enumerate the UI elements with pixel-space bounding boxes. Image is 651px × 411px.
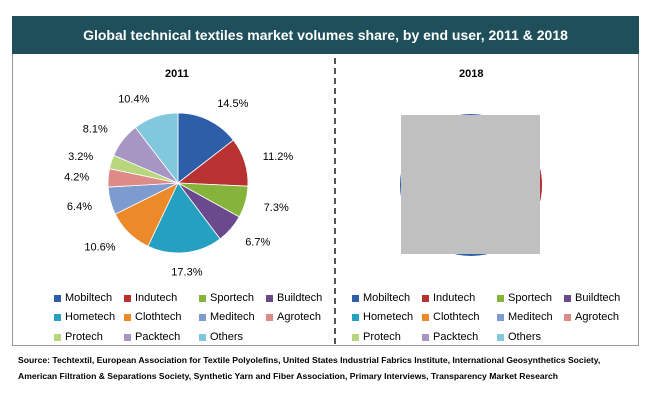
legend-swatch	[497, 333, 504, 341]
legend-swatch	[352, 313, 359, 321]
legend-swatch	[124, 333, 131, 341]
data-label-packtech: 8.1%	[83, 123, 108, 135]
legend-swatch	[352, 294, 359, 302]
data-label-buildtech: 6.7%	[245, 236, 270, 248]
legend-swatch	[54, 313, 61, 321]
legend-item-mobiltech: Mobiltech	[352, 292, 410, 304]
legend-item-packtech: Packtech	[124, 331, 180, 343]
data-label-indutech: 11.2%	[263, 151, 294, 163]
legend-swatch	[422, 313, 429, 321]
legend-label: Sportech	[508, 292, 553, 304]
legend-swatch	[54, 294, 61, 302]
legend-item-agrotech: Agrotech	[564, 311, 619, 323]
legend-item-indutech: Indutech	[124, 292, 177, 304]
legend-item-clothtech: Clothtech	[422, 311, 479, 323]
legend-label: Hometech	[363, 311, 414, 323]
legend-swatch	[422, 294, 429, 302]
legend-swatch	[199, 333, 206, 341]
image-placeholder	[401, 115, 540, 254]
chart-frame	[12, 54, 639, 346]
legend-item-mobiltech: Mobiltech	[54, 292, 112, 304]
legend-swatch	[266, 294, 273, 302]
pie-2011-labels: 14.5% 11.2% 7.3% 6.7% 17.3% 10.6% 6.4% 4.2% 3.2%…	[64, 94, 293, 279]
legend-item-protech: Protech	[352, 331, 401, 343]
legend-item-meditech: Meditech	[199, 311, 255, 323]
legend-item-sportech: Sportech	[199, 292, 254, 304]
pie-slice-mobiltech	[177, 112, 234, 184]
legend-label: Mobiltech	[363, 292, 411, 304]
legend-label: Packtech	[433, 331, 479, 343]
data-label-protech: 3.2%	[68, 151, 93, 163]
legend-swatch	[422, 333, 429, 341]
legend-label: Protech	[65, 331, 103, 343]
legend-swatch	[199, 294, 206, 302]
data-label-others: 10.4%	[118, 94, 149, 106]
legend-label: Meditech	[210, 311, 255, 323]
legend-label: Mobiltech	[65, 292, 113, 304]
legend-label: Meditech	[508, 311, 553, 323]
legend-item-buildtech: Buildtech	[564, 292, 620, 304]
legend-label: Clothtech	[433, 311, 480, 323]
legend-swatch	[199, 313, 206, 321]
legend-swatch	[352, 333, 359, 341]
chart-title: Global technical textiles market volumes…	[12, 16, 639, 54]
legend-item-meditech: Meditech	[497, 311, 553, 323]
data-label-sportech: 7.3%	[264, 202, 289, 214]
pie-slice-others	[134, 112, 179, 185]
pie-title-2018: 2018	[459, 68, 484, 80]
legend-swatch	[124, 294, 131, 302]
data-label-hometech: 17.3%	[171, 267, 202, 279]
legend-label: Packtech	[135, 331, 181, 343]
legend-item-agrotech: Agrotech	[266, 311, 321, 323]
legend-item-others: Others	[199, 331, 243, 343]
data-label-meditech: 6.4%	[67, 201, 92, 213]
legend-item-buildtech: Buildtech	[266, 292, 322, 304]
legend-item-protech: Protech	[54, 331, 103, 343]
legend-swatch	[564, 313, 571, 321]
pie-title-2011: 2011	[165, 68, 189, 80]
legend-item-indutech: Indutech	[422, 292, 475, 304]
legend-item-packtech: Packtech	[422, 331, 478, 343]
data-label-mobiltech: 14.5%	[217, 98, 248, 110]
pie-slice-hometech	[147, 182, 221, 254]
legend-item-clothtech: Clothtech	[124, 311, 181, 323]
legend-label: Others	[508, 331, 542, 343]
legend-label: Others	[210, 331, 244, 343]
legend-item-sportech: Sportech	[497, 292, 552, 304]
data-label-agrotech: 4.2%	[64, 171, 89, 183]
legend-label: Agrotech	[575, 311, 620, 323]
legend-swatch	[497, 294, 504, 302]
legend-label: Clothtech	[135, 311, 182, 323]
legend-swatch	[124, 313, 131, 321]
legend-label: Sportech	[210, 292, 255, 304]
legend-item-others: Others	[497, 331, 541, 343]
legend-label: Protech	[363, 331, 401, 343]
panel-divider	[334, 58, 336, 344]
source-note: Source: Techtextil, European Association…	[18, 355, 601, 381]
legend-swatch	[497, 313, 504, 321]
legend-swatch	[564, 294, 571, 302]
pie-2011	[107, 112, 249, 254]
legend-label: Indutech	[135, 292, 178, 304]
legend-label: Buildtech	[277, 292, 323, 304]
legend-item-hometech: Hometech	[352, 311, 413, 323]
legend-swatch	[266, 313, 273, 321]
data-label-clothtech: 10.6%	[84, 242, 115, 254]
legend-item-hometech: Hometech	[54, 311, 115, 323]
legend-label: Hometech	[65, 311, 116, 323]
legend-swatch	[54, 333, 61, 341]
legend-label: Agrotech	[277, 311, 322, 323]
legend-label: Buildtech	[575, 292, 621, 304]
legend-label: Indutech	[433, 292, 476, 304]
